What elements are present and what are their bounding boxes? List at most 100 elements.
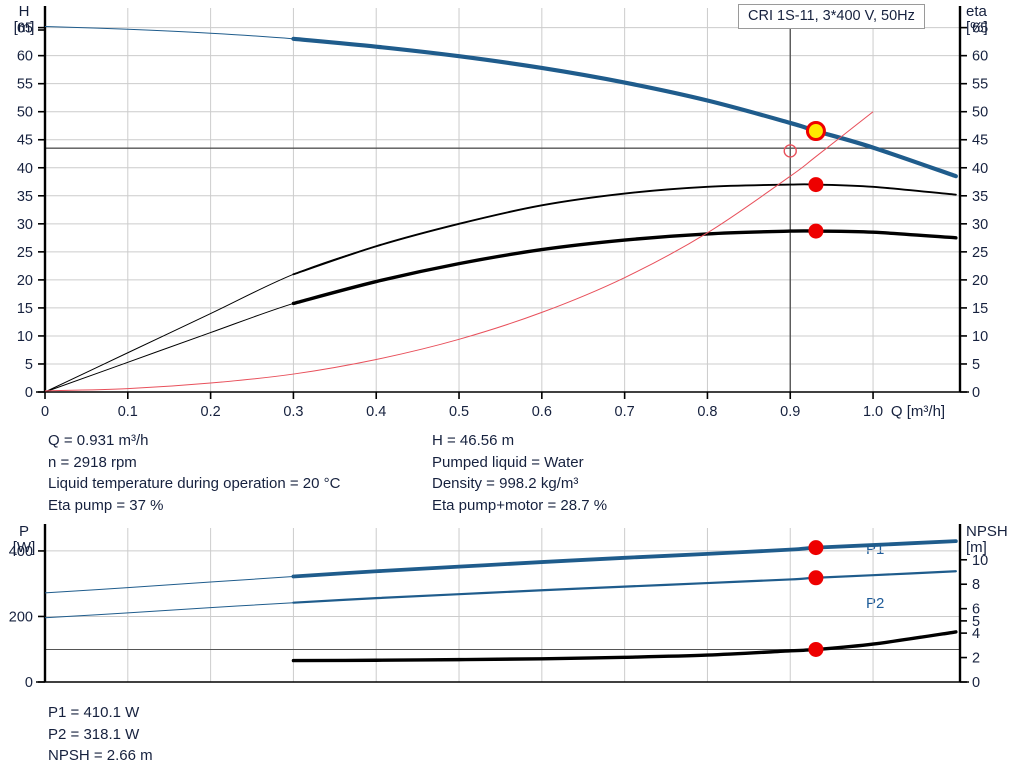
duty-point-npsh-hollow[interactable]: [783, 144, 797, 158]
left-axis-title: H [m]: [6, 4, 42, 36]
tick-label-left: 25: [17, 245, 33, 261]
chart-title-box: CRI 1S-11, 3*400 V, 50Hz: [738, 4, 925, 29]
tick-label-x: 0.6: [532, 404, 552, 420]
tick-label-right: 60: [972, 49, 988, 65]
info-left-line: n = 2918 rpm: [48, 453, 137, 471]
tick-label-x: 1.0: [863, 404, 883, 420]
series-label-p2: P2: [866, 595, 885, 612]
duty-point-markers: [808, 540, 824, 657]
tick-label-left: 200: [9, 609, 33, 625]
info-bottom-line: NPSH = 2.66 m: [48, 747, 153, 764]
tick-label-right: 65: [972, 21, 988, 37]
duty-point-p2[interactable]: [808, 570, 824, 586]
tick-label-right: 50: [972, 105, 988, 121]
info-bottom-line: P2 = 318.1 W: [48, 725, 140, 743]
tick-label-left: 35: [17, 189, 33, 205]
tick-label-left: 0: [25, 385, 33, 401]
tick-label-left: 55: [17, 77, 33, 93]
curve-h-head--thick: [291, 36, 958, 179]
tick-label-left: 5: [25, 357, 33, 373]
grid-lines: [45, 8, 960, 392]
bottom-left-axis-name: P: [18, 523, 29, 540]
tick-label-left: 400: [9, 544, 33, 560]
right-axis-unit: [%]: [966, 19, 988, 36]
curve-eta-pump-thin: [44, 183, 956, 393]
tick-label-right: 25: [972, 245, 988, 261]
tick-label-left: 20: [17, 273, 33, 289]
tick-label-right: 10: [972, 329, 988, 345]
duty-point-head[interactable]: [805, 120, 826, 141]
tick-label-right: 35: [972, 189, 988, 205]
info-left-line: Liquid temperature during operation = 20…: [48, 475, 341, 492]
tick-label-left: 30: [17, 217, 33, 233]
power-npsh-chart: P [W] NPSH [m] P1 P2 0 200 400 0 2 4 5 6 8 10: [0, 520, 1024, 700]
tick-label-right: 15: [972, 301, 988, 317]
tick-label-x: 0.1: [118, 404, 138, 420]
curve-eta-pump-thick: [292, 183, 957, 276]
tick-label-left: 60: [17, 49, 33, 65]
tick-label-left: 0: [25, 675, 33, 691]
bottom-left-axis-unit: [W]: [12, 539, 36, 556]
duty-point-markers: [783, 120, 826, 239]
info-right-line: Pumped liquid = Water: [432, 453, 584, 471]
curve-npsh-thick: [291, 630, 958, 663]
tick-label-left: 40: [17, 161, 33, 177]
tick-label-right: 45: [972, 133, 988, 149]
duty-point-eta-pump[interactable]: [808, 177, 824, 193]
curve-eta-pump-motor-thick: [291, 229, 958, 306]
series-group: [44, 26, 958, 393]
right-axis-title: eta [%]: [966, 4, 1020, 36]
left-axis-unit: [m]: [13, 19, 35, 36]
bottom-right-axis-name: NPSH: [966, 523, 1008, 540]
curve-p2-thick: [292, 570, 957, 604]
info-right-line: H = 46.56 m: [432, 432, 515, 449]
curve-p1-thick: [291, 539, 958, 579]
tick-label-right: 0: [972, 385, 980, 401]
left-axis-name: H: [18, 3, 30, 20]
curve-npsh: [44, 111, 874, 392]
tick-label-x: 0.8: [697, 404, 717, 420]
axes: [36, 6, 969, 399]
right-axis-name: eta: [966, 3, 987, 20]
tick-label-x: 0.3: [283, 404, 303, 420]
tick-label-right: 2: [972, 651, 980, 667]
bottom-right-axis-title: NPSH [m]: [966, 524, 1024, 556]
tick-label-right: 20: [972, 273, 988, 289]
tick-label-x: 0.4: [366, 404, 386, 420]
axes: [36, 524, 969, 683]
tick-label-right: 8: [972, 577, 980, 593]
info-left-block: Q = 0.931 m³/h n = 2918 rpm Liquid tempera…: [48, 430, 340, 516]
tick-label-right: 5: [972, 614, 980, 630]
tick-label-x: 0.2: [201, 404, 221, 420]
series-group: [44, 539, 958, 663]
info-bottom-block: P1 = 410.1 W P2 = 318.1 W NPSH = 2.66 m: [48, 702, 153, 767]
tick-label-left: 50: [17, 105, 33, 121]
head-eta-chart: H [m] eta [%] CRI 1S-11, 3*400 V, 50Hz 0…: [6, 4, 1020, 421]
tick-label-right: 4: [972, 626, 980, 642]
bottom-right-axis-unit: [m]: [966, 539, 987, 556]
x-axis-title: Q [m³/h]: [891, 403, 945, 420]
duty-point-eta-pump-motor[interactable]: [808, 223, 824, 239]
tick-label-right: 40: [972, 161, 988, 177]
power-npsh-plot: 0 200 400 0 2 456 8 10: [9, 524, 988, 691]
tick-label-right: 55: [972, 77, 988, 93]
bottom-left-axis-title: P [W]: [6, 524, 42, 556]
tick-label-right: 10: [972, 553, 988, 569]
tick-label-left: 10: [17, 329, 33, 345]
tick-label-right: 5: [972, 357, 980, 373]
duty-point-p1[interactable]: [808, 540, 824, 556]
info-right-line: Eta pump+motor = 28.7 %: [432, 496, 608, 514]
tick-label-left: 65: [17, 21, 33, 37]
info-left-line: Eta pump = 37 %: [48, 496, 164, 514]
tick-label-right: 30: [972, 217, 988, 233]
tick-label-x: 0.9: [780, 404, 800, 420]
info-right-block: H = 46.56 m Pumped liquid = Water Density …: [432, 430, 607, 516]
tick-label-right: 0: [972, 675, 980, 691]
tick-label-left: 15: [17, 301, 33, 317]
tick-label-x: 0.7: [615, 404, 635, 420]
tick-label-left: 45: [17, 133, 33, 149]
info-right-line: Density = 998.2 kg/m³: [432, 475, 579, 492]
tick-label-x: 0.5: [449, 404, 469, 420]
duty-point-npsh[interactable]: [808, 641, 824, 657]
